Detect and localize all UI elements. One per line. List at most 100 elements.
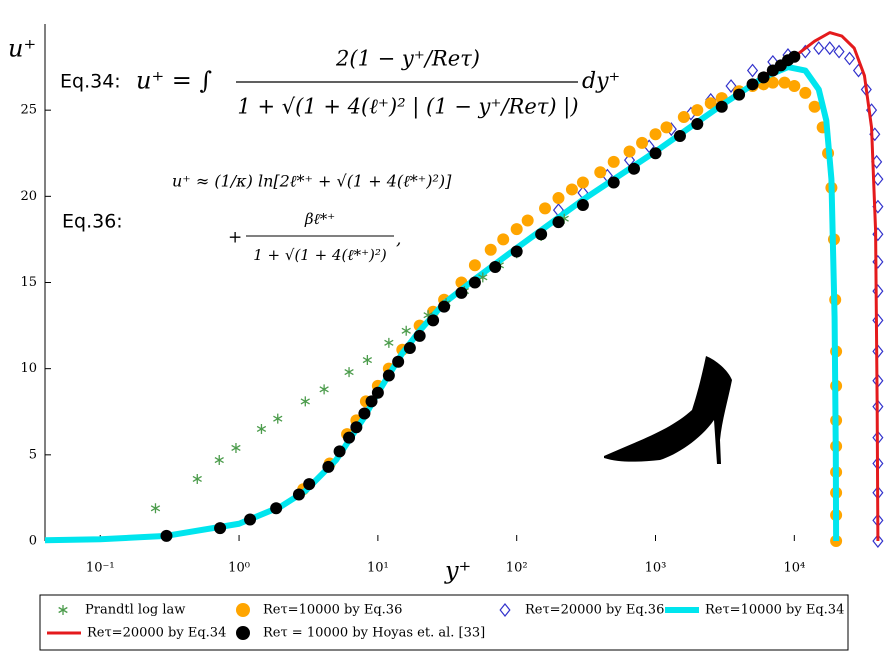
circle-marker: [322, 460, 335, 473]
circle-marker: [691, 117, 704, 130]
star-marker: [300, 396, 310, 407]
circle-marker: [704, 97, 717, 110]
star-marker: [401, 325, 411, 336]
circle-marker: [673, 130, 686, 143]
circle-marker: [552, 216, 565, 229]
circle-marker: [660, 121, 673, 134]
y-tick-label: 15: [20, 275, 37, 290]
circle-marker: [521, 214, 534, 227]
circle-marker: [392, 355, 405, 368]
circle-marker: [539, 202, 552, 215]
circle-marker: [292, 488, 305, 501]
circle-marker: [244, 513, 257, 526]
y-tick-label: 25: [20, 103, 37, 118]
diamond-marker: [746, 63, 759, 78]
equation-34: Eq.34: u⁺ = ∫ 2(1 − y⁺/Reτ) 1 + √(1 + 4(…: [60, 47, 620, 120]
circle-marker: [160, 529, 173, 542]
legend-label: Reτ=20000 by Eq.34: [87, 626, 226, 641]
circle-marker: [343, 431, 356, 444]
x-tick-label: 10²: [506, 561, 528, 576]
circle-marker: [607, 155, 620, 168]
eq-line: u⁺ ≈ (1/κ) ln[2ℓ*⁺ + √(1 + 4(ℓ*⁺)²)]: [172, 172, 452, 191]
circle-marker: [371, 386, 384, 399]
x-tick-label: 10⁻¹: [86, 561, 115, 576]
circle-marker: [799, 86, 812, 99]
diamond-marker: [872, 534, 884, 548]
y-tick-label: 20: [20, 189, 37, 204]
y-tick-label: 5: [29, 447, 37, 462]
circle-marker: [576, 198, 589, 211]
x-axis-label: y⁺: [444, 557, 471, 585]
y-tick-label: 10: [20, 361, 37, 376]
star-marker: [214, 455, 224, 466]
diamond-marker: [824, 41, 836, 56]
star-marker: [362, 355, 373, 366]
circle-marker: [403, 341, 416, 354]
circle-marker: [350, 421, 363, 434]
diamond-marker: [872, 284, 884, 299]
circle-marker: [649, 147, 662, 160]
diamond-marker: [843, 51, 856, 66]
circle-marker: [510, 245, 523, 258]
diamond-marker: [833, 44, 845, 59]
circle-marker: [455, 286, 468, 299]
eq-denominator: 1 + √(1 + 4(ℓ⁺)² | (1 − y⁺/Reτ) |): [237, 95, 578, 120]
circle-marker: [489, 260, 502, 273]
eq-tail: ,: [396, 230, 401, 250]
circle-marker: [358, 407, 371, 420]
eq-lhs: u⁺ = ∫: [136, 67, 212, 95]
eq-numerator: 2(1 − y⁺/Reτ): [335, 47, 480, 71]
circle-marker: [214, 522, 227, 535]
circle-marker: [413, 329, 426, 342]
star-marker: [344, 367, 354, 378]
star-marker: [231, 442, 241, 453]
circle-marker: [565, 183, 578, 196]
circle-marker: [468, 276, 481, 289]
circle-marker: [757, 71, 770, 84]
circle-marker: [438, 300, 451, 313]
circle-marker: [303, 478, 316, 491]
circle-marker: [733, 88, 746, 101]
circle-marker: [382, 369, 395, 382]
circle-marker: [636, 136, 649, 149]
circle-marker: [808, 100, 821, 113]
circle-marker: [270, 502, 283, 515]
series-markers: [297, 76, 843, 547]
shoe-icon: [604, 356, 732, 464]
circle-marker: [365, 395, 378, 408]
circle-marker: [649, 128, 662, 141]
star-marker: [273, 413, 283, 424]
legend-box: [39, 594, 849, 651]
x-tick-label: 10¹: [367, 561, 389, 576]
circle-marker: [628, 162, 641, 175]
legend-label: Reτ=20000 by Eq.36: [525, 603, 664, 618]
circle-marker: [576, 176, 589, 189]
circle-marker: [607, 176, 620, 189]
circle-marker: [691, 104, 704, 117]
circle-marker: [594, 166, 607, 179]
star-marker: [58, 605, 68, 615]
star-marker: [319, 384, 329, 395]
series-markers: [160, 50, 801, 542]
circle-marker: [236, 603, 250, 617]
circle-marker: [788, 50, 801, 63]
circle-marker: [746, 78, 759, 91]
circle-marker: [427, 314, 440, 327]
circle-marker: [766, 76, 779, 89]
circle-marker: [778, 76, 791, 89]
circle-marker: [236, 626, 250, 640]
circle-marker: [333, 445, 346, 458]
star-marker: [256, 423, 267, 434]
x-tick-label: 10⁰: [228, 561, 250, 576]
circle-marker: [497, 233, 510, 246]
diamond-marker: [499, 603, 511, 617]
circle-marker: [552, 192, 565, 205]
circle-marker: [468, 259, 481, 272]
x-tick-label: 10³: [645, 561, 667, 576]
circle-marker: [535, 228, 548, 241]
plot-area: 0 5 10 15 20 25 10⁻¹ 10⁰ 10¹ 10² 10³ 10⁴: [20, 24, 884, 576]
eq-numerator: βℓ*⁺: [304, 210, 335, 228]
legend-label: Prandtl log law: [85, 603, 185, 618]
eq-tail: dy⁺: [582, 69, 620, 94]
circle-marker: [484, 243, 497, 256]
